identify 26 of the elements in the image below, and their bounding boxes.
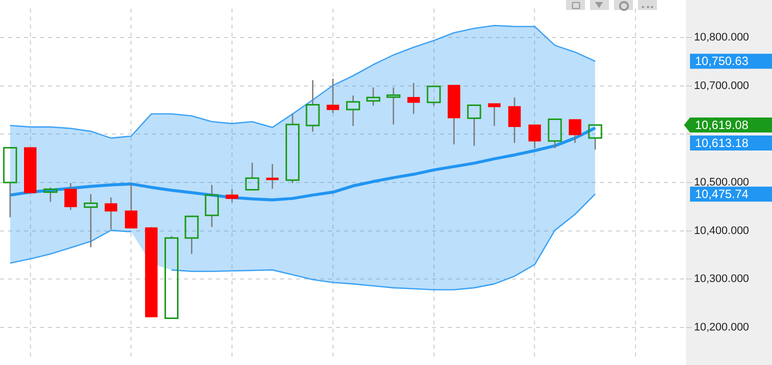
candlestick (508, 96, 521, 144)
candlestick (104, 196, 118, 230)
y-tick-label: 10,800.000 (694, 32, 750, 44)
candlestick (407, 82, 420, 115)
text: 10,750.63 (695, 54, 749, 68)
candlestick (124, 182, 138, 228)
y-tick-label: 10,700.000 (694, 80, 750, 92)
y-tick-label: 10,400.000 (694, 224, 750, 237)
candlestick (488, 103, 501, 127)
candlestick (43, 186, 58, 202)
text: 10,619.08 (695, 118, 749, 132)
text: 10,475.74 (695, 186, 749, 201)
candlestick (386, 86, 400, 126)
candlestick (528, 124, 541, 149)
candlestick (448, 84, 460, 145)
text: 10,613.18 (695, 136, 749, 150)
candlestick (548, 118, 562, 149)
candlestick (145, 227, 158, 318)
candlestick (64, 182, 77, 211)
y-tick-label: 10,300.000 (694, 273, 750, 286)
candlestick (184, 216, 199, 255)
candlestick (286, 113, 300, 184)
candlestick (326, 78, 340, 114)
y-tick-label: 10,500.000 (694, 176, 750, 189)
candlestick (266, 163, 279, 190)
y-tick-label: 10,200.000 (694, 321, 750, 334)
